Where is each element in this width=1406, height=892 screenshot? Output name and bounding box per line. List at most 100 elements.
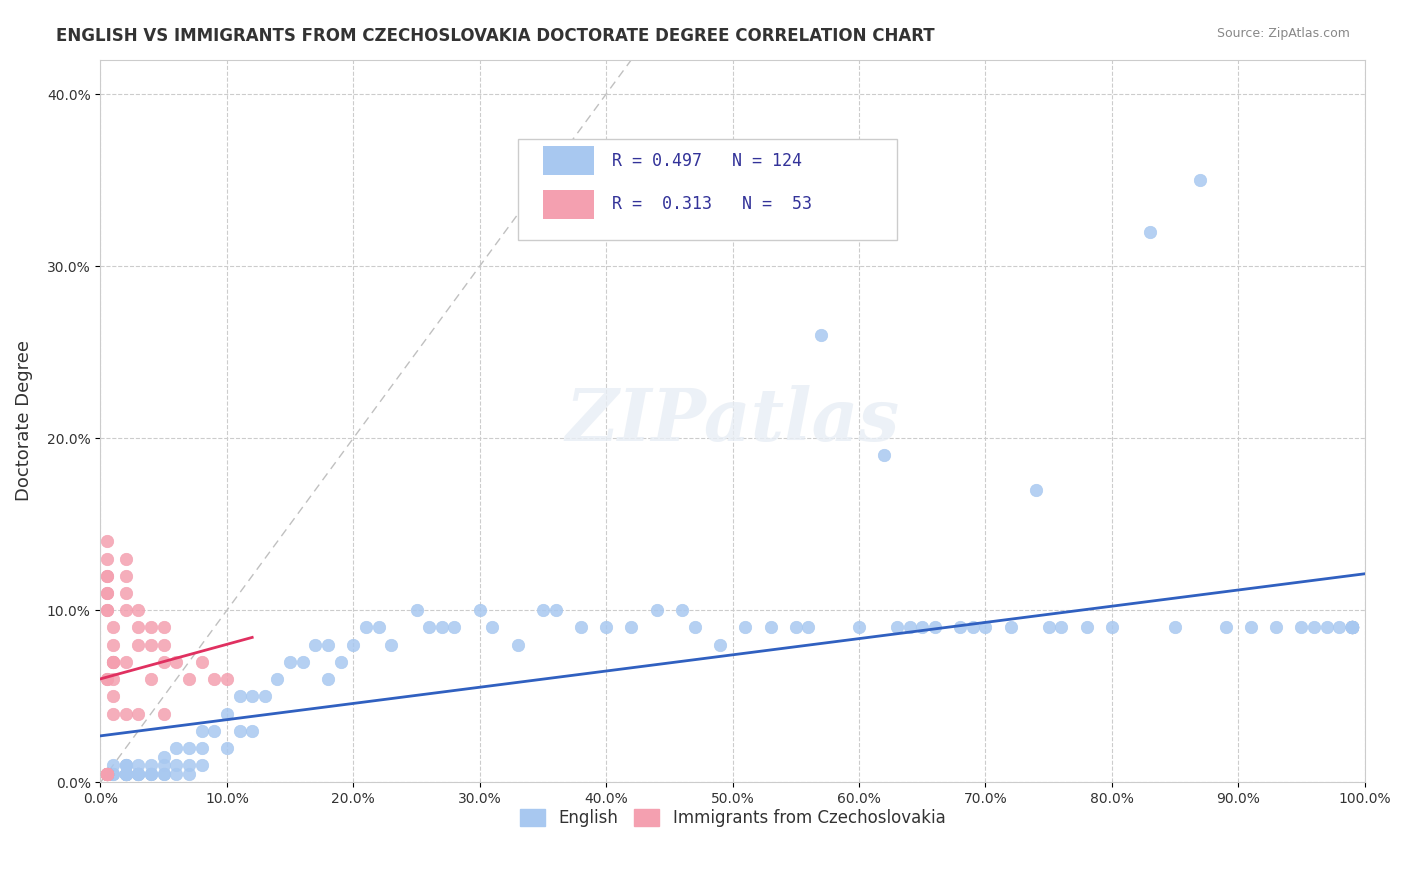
Point [430, 620, 453, 634]
Point [127, 706, 149, 721]
Point [569, 620, 592, 634]
Point [898, 620, 921, 634]
Point [215, 740, 238, 755]
Point [1164, 620, 1187, 634]
Point [1341, 620, 1364, 634]
Point [114, 766, 136, 780]
Point [139, 620, 162, 634]
Point [1025, 483, 1047, 497]
Point [1240, 620, 1263, 634]
Point [114, 586, 136, 600]
Point [1341, 620, 1364, 634]
Point [202, 672, 225, 686]
Point [127, 620, 149, 634]
Point [266, 672, 288, 686]
Point [785, 620, 807, 634]
Point [96, 766, 118, 780]
Point [215, 706, 238, 721]
Point [240, 723, 263, 738]
Point [304, 638, 326, 652]
Point [1341, 620, 1364, 634]
Point [139, 766, 162, 780]
Point [152, 638, 174, 652]
Point [114, 706, 136, 721]
Point [177, 758, 200, 772]
Point [96, 766, 118, 780]
Point [101, 758, 124, 772]
Point [96, 766, 118, 780]
Point [1189, 173, 1212, 187]
Point [114, 603, 136, 617]
Point [1341, 620, 1364, 634]
Point [96, 766, 118, 780]
Point [962, 620, 984, 634]
Point [127, 758, 149, 772]
Point [1341, 620, 1364, 634]
Point [1341, 620, 1364, 634]
Text: ENGLISH VS IMMIGRANTS FROM CZECHOSLOVAKIA DOCTORATE DEGREE CORRELATION CHART: ENGLISH VS IMMIGRANTS FROM CZECHOSLOVAKI… [56, 27, 935, 45]
Point [1341, 620, 1364, 634]
Point [278, 655, 301, 669]
Point [291, 655, 314, 669]
Point [342, 638, 364, 652]
Point [165, 655, 187, 669]
Point [177, 672, 200, 686]
Point [152, 749, 174, 764]
Point [1341, 620, 1364, 634]
Point [127, 638, 149, 652]
Point [139, 766, 162, 780]
Point [949, 620, 972, 634]
Point [165, 740, 187, 755]
Point [1341, 620, 1364, 634]
Point [127, 766, 149, 780]
Point [96, 766, 118, 780]
Point [886, 620, 908, 634]
Point [380, 638, 402, 652]
Point [848, 620, 870, 634]
Point [873, 449, 896, 463]
Point [127, 766, 149, 780]
Point [127, 603, 149, 617]
FancyBboxPatch shape [543, 190, 593, 219]
Point [1341, 620, 1364, 634]
Point [114, 766, 136, 780]
Point [974, 620, 997, 634]
Point [139, 672, 162, 686]
Point [96, 569, 118, 583]
Point [1291, 620, 1313, 634]
Point [810, 327, 832, 342]
FancyBboxPatch shape [517, 139, 897, 240]
Text: R = 0.497   N = 124: R = 0.497 N = 124 [613, 152, 803, 169]
Point [96, 569, 118, 583]
Point [96, 672, 118, 686]
Point [1101, 620, 1123, 634]
Point [177, 766, 200, 780]
Point [443, 620, 465, 634]
Point [101, 655, 124, 669]
Point [114, 758, 136, 772]
Point [709, 638, 731, 652]
Y-axis label: Doctorate Degree: Doctorate Degree [15, 341, 32, 501]
Point [101, 766, 124, 780]
Point [96, 766, 118, 780]
Legend: English, Immigrants from Czechoslovakia: English, Immigrants from Czechoslovakia [512, 801, 953, 836]
Point [1076, 620, 1098, 634]
Point [1341, 620, 1364, 634]
Point [114, 766, 136, 780]
Point [152, 706, 174, 721]
Point [96, 766, 118, 780]
Text: R =  0.313   N =  53: R = 0.313 N = 53 [613, 195, 813, 213]
Point [114, 569, 136, 583]
Point [177, 740, 200, 755]
Point [481, 620, 503, 634]
Point [734, 620, 756, 634]
Point [797, 620, 820, 634]
Point [1341, 620, 1364, 634]
Point [1000, 620, 1022, 634]
Point [101, 655, 124, 669]
Point [506, 638, 529, 652]
Point [165, 766, 187, 780]
Point [240, 690, 263, 704]
Point [101, 620, 124, 634]
Point [468, 603, 491, 617]
